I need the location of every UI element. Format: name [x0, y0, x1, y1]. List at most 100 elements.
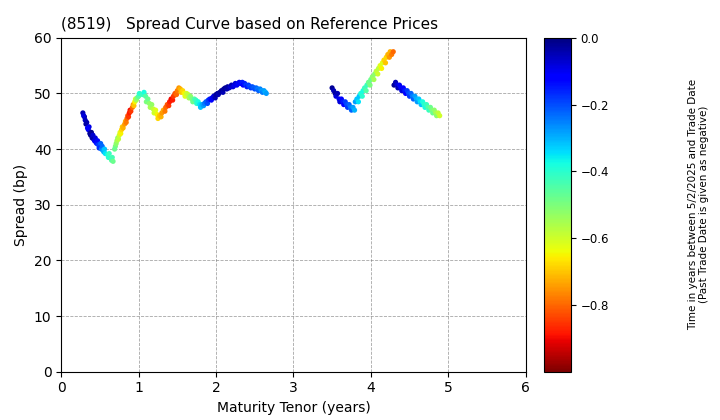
Point: [240, 82, 252, 89]
Point: [117, 125, 129, 131]
Point: [392, 84, 404, 91]
Point: [202, 100, 213, 107]
Point: [207, 94, 218, 101]
Point: [346, 107, 357, 113]
Point: [112, 134, 123, 141]
Point: [127, 101, 139, 108]
Point: [84, 123, 95, 130]
Point: [353, 98, 364, 105]
Point: [357, 87, 369, 94]
Point: [334, 98, 346, 105]
Point: [82, 125, 94, 131]
Point: [164, 98, 176, 105]
Point: [247, 84, 258, 90]
Point: [161, 101, 173, 108]
Point: [338, 101, 349, 108]
Point: [337, 98, 348, 105]
Point: [81, 119, 92, 126]
Point: [130, 96, 141, 102]
Point: [212, 91, 224, 98]
Point: [166, 96, 177, 102]
Point: [179, 90, 190, 97]
Point: [425, 104, 436, 111]
Point: [423, 104, 434, 111]
Point: [176, 89, 187, 96]
Point: [403, 90, 415, 97]
Point: [330, 90, 341, 97]
Point: [374, 62, 386, 69]
Point: [210, 91, 222, 98]
Point: [168, 93, 179, 100]
Point: [379, 60, 391, 66]
Point: [364, 82, 376, 89]
Point: [80, 121, 91, 127]
Point: [407, 93, 418, 100]
Point: [326, 84, 338, 91]
Point: [140, 98, 152, 105]
Point: [342, 104, 354, 111]
Point: [410, 96, 422, 102]
Point: [387, 48, 399, 55]
Point: [130, 97, 142, 103]
Point: [110, 140, 122, 147]
Point: [92, 137, 104, 144]
Point: [433, 110, 444, 116]
Point: [169, 90, 181, 97]
Point: [114, 132, 125, 139]
Point: [330, 93, 342, 100]
Point: [200, 98, 212, 105]
Point: [195, 104, 207, 111]
Point: [134, 90, 145, 97]
Point: [87, 132, 99, 139]
Point: [423, 107, 435, 113]
Point: [191, 100, 202, 107]
Point: [392, 82, 403, 89]
Point: [328, 87, 339, 94]
Point: [96, 143, 108, 150]
Point: [156, 113, 167, 120]
Point: [204, 96, 215, 102]
Point: [340, 98, 351, 105]
Point: [254, 86, 266, 92]
Point: [181, 90, 192, 97]
Point: [171, 91, 182, 98]
Point: [412, 98, 423, 105]
Point: [260, 89, 271, 96]
Point: [114, 129, 126, 136]
Point: [226, 82, 238, 89]
Point: [148, 106, 159, 113]
Point: [124, 110, 135, 116]
Point: [146, 101, 158, 108]
Point: [190, 97, 202, 103]
Point: [359, 84, 370, 91]
Point: [103, 154, 114, 161]
Point: [388, 82, 400, 89]
Point: [177, 87, 189, 94]
Point: [159, 108, 171, 115]
Point: [185, 93, 197, 100]
Point: [356, 93, 368, 100]
Point: [131, 94, 143, 101]
Point: [79, 117, 91, 123]
Point: [239, 80, 251, 87]
Point: [396, 87, 408, 94]
Point: [91, 140, 102, 147]
Point: [104, 150, 115, 157]
Point: [210, 94, 221, 101]
Point: [378, 57, 390, 63]
Point: [115, 130, 127, 137]
Point: [120, 118, 131, 125]
Point: [373, 65, 384, 72]
Point: [233, 79, 245, 86]
Point: [355, 90, 366, 97]
Point: [129, 98, 140, 105]
Point: [231, 82, 243, 89]
Point: [218, 86, 230, 92]
Point: [78, 112, 89, 119]
Point: [220, 84, 231, 91]
Point: [138, 89, 150, 96]
Point: [363, 79, 374, 86]
Point: [199, 100, 210, 107]
Point: [249, 86, 261, 92]
Point: [125, 107, 136, 113]
